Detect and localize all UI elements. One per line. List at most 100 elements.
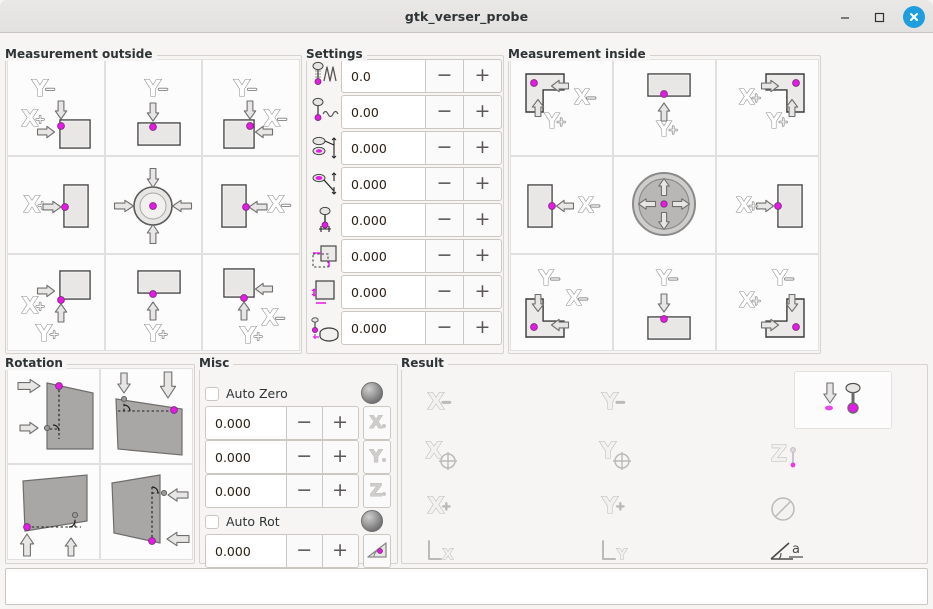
auto-rot-checkbox-box[interactable] xyxy=(205,514,219,529)
result-x-center[interactable]: X xyxy=(419,436,479,472)
result-tool-length-button[interactable] xyxy=(794,371,892,429)
probe-outside-edge-top[interactable]: Y xyxy=(104,59,203,157)
rotation-probe-top-edge[interactable] xyxy=(100,368,193,464)
settings-frame: Settings 0.0− +0.00− +0.000− +0.000− +0.000−… xyxy=(306,48,504,354)
setting-tool-length-decrement[interactable]: − xyxy=(426,311,464,345)
misc-set-angle-entry[interactable]: 0.000 xyxy=(205,534,287,568)
setting-search-velocity: 0.0 − + xyxy=(308,59,502,93)
setting-tool-length-entry[interactable]: 0.000 xyxy=(341,311,426,345)
measurement-inside-label: Measurement inside xyxy=(508,48,650,61)
y-minus-icon: Y xyxy=(593,383,639,422)
probe-outside-edge-right[interactable]: X xyxy=(202,156,300,254)
status-textview[interactable] xyxy=(5,568,928,605)
result-length-x[interactable]: X xyxy=(419,532,479,568)
close-button[interactable] xyxy=(903,5,925,28)
setting-retract-distance-increment[interactable]: + xyxy=(464,167,502,201)
result-y-center[interactable]: Y xyxy=(593,436,653,472)
setting-probe-velocity-entry[interactable]: 0.00 xyxy=(341,95,426,129)
svg-text:X: X xyxy=(267,193,284,218)
auto-zero-led[interactable] xyxy=(361,382,383,404)
rotation-label: Rotation xyxy=(5,357,67,370)
maximize-button[interactable] xyxy=(869,7,889,27)
setting-probe-velocity-decrement[interactable]: − xyxy=(426,95,464,129)
setting-tool-length-increment[interactable]: + xyxy=(464,311,502,345)
rotation-probe-right-edge[interactable] xyxy=(100,464,193,560)
misc-set-x-increment[interactable]: + xyxy=(322,406,359,440)
setting-probe-diameter: 0.000 − + xyxy=(308,203,502,237)
auto-zero-checkbox[interactable]: Auto Zero xyxy=(205,386,288,401)
probe-outside-boss-center[interactable] xyxy=(104,156,203,254)
setting-retract-distance-decrement[interactable]: − xyxy=(426,167,464,201)
setting-search-velocity-decrement[interactable]: − xyxy=(426,59,464,93)
misc-set-x-decrement[interactable]: − xyxy=(286,406,323,440)
auto-rot-led[interactable] xyxy=(361,510,383,532)
misc-set-z-increment[interactable]: + xyxy=(322,474,359,508)
square-offset-icon xyxy=(308,275,341,309)
setting-search-velocity-entry[interactable]: 0.0 xyxy=(341,59,426,93)
auto-zero-checkbox-box[interactable] xyxy=(205,386,219,401)
rotation-probe-left-edge[interactable] xyxy=(7,368,100,464)
probe-inside-hole-center[interactable] xyxy=(613,156,716,254)
setting-edge-length-inner-increment[interactable]: + xyxy=(464,275,502,309)
result-z-height[interactable]: Z xyxy=(763,436,823,472)
set-y-zero-icon-button[interactable]: Y xyxy=(362,440,391,474)
set-angle-icon-button[interactable] xyxy=(362,534,391,568)
setting-probe-diameter-increment[interactable]: + xyxy=(464,203,502,237)
result-diameter[interactable] xyxy=(763,488,823,524)
probe-inside-edge-left[interactable]: X xyxy=(510,156,613,254)
setting-probe-diameter-decrement[interactable]: − xyxy=(426,203,464,237)
svg-text:Y: Y xyxy=(601,494,619,519)
set-x-zero-icon-button[interactable]: X xyxy=(362,406,391,440)
settings-label: Settings xyxy=(306,48,367,61)
probe-outside-edge-left[interactable]: X xyxy=(7,156,105,254)
misc-set-z-entry[interactable]: 0.000 xyxy=(205,474,287,508)
setting-search-velocity-increment[interactable]: + xyxy=(464,59,502,93)
rotation-probe-bottom-edge[interactable] xyxy=(7,464,100,560)
probe-inside-edge-right[interactable]: X xyxy=(716,156,819,254)
setting-retract-distance-entry[interactable]: 0.000 xyxy=(341,167,426,201)
setting-max-distance: 0.000 − + xyxy=(308,131,502,165)
setting-edge-length-outer-decrement[interactable]: − xyxy=(426,239,464,273)
setting-edge-length-outer-entry[interactable]: 0.000 xyxy=(341,239,426,273)
probe-inside-edge-top[interactable]: Y xyxy=(613,59,716,157)
misc-set-z-decrement[interactable]: − xyxy=(286,474,323,508)
setting-probe-velocity-increment[interactable]: + xyxy=(464,95,502,129)
probe-inside-edge-bottom[interactable]: Y xyxy=(613,253,716,351)
result-y-minus[interactable]: Y xyxy=(593,384,653,420)
setting-max-distance-entry[interactable]: 0.000 xyxy=(341,131,426,165)
setting-probe-diameter-entry[interactable]: 0.000 xyxy=(341,203,426,237)
window-titlebar[interactable]: gtk_verser_probe xyxy=(0,0,933,33)
minimize-button[interactable] xyxy=(835,7,855,27)
misc-set-y-entry[interactable]: 0.000 xyxy=(205,440,287,474)
result-x-plus[interactable]: X xyxy=(419,488,479,524)
misc-set-y-increment[interactable]: + xyxy=(322,440,359,474)
misc-set-y-decrement[interactable]: − xyxy=(286,440,323,474)
result-x-minus[interactable]: X xyxy=(419,384,479,420)
misc-set-angle-decrement[interactable]: − xyxy=(286,534,323,568)
svg-text:Y: Y xyxy=(35,322,53,347)
result-angle[interactable]: a xyxy=(763,532,823,568)
setting-edge-length-outer-increment[interactable]: + xyxy=(464,239,502,273)
setting-max-distance-decrement[interactable]: − xyxy=(426,131,464,165)
misc-set-x-entry[interactable]: 0.000 xyxy=(205,406,287,440)
result-length-y[interactable]: Y xyxy=(593,532,653,568)
setting-edge-length-inner-decrement[interactable]: − xyxy=(426,275,464,309)
misc-set-angle-increment[interactable]: + xyxy=(322,534,359,568)
setting-max-distance-increment[interactable]: + xyxy=(464,131,502,165)
probe-outside-edge-bottom[interactable]: Y xyxy=(104,253,203,351)
setting-edge-length-inner-entry[interactable]: 0.000 xyxy=(341,275,426,309)
setting-max-distance-value: 0.000 xyxy=(351,140,387,156)
auto-rot-checkbox[interactable]: Auto Rot xyxy=(205,514,280,529)
result-y-plus[interactable]: Y xyxy=(593,488,653,524)
set-z-zero-icon-button[interactable]: Z xyxy=(362,474,391,508)
